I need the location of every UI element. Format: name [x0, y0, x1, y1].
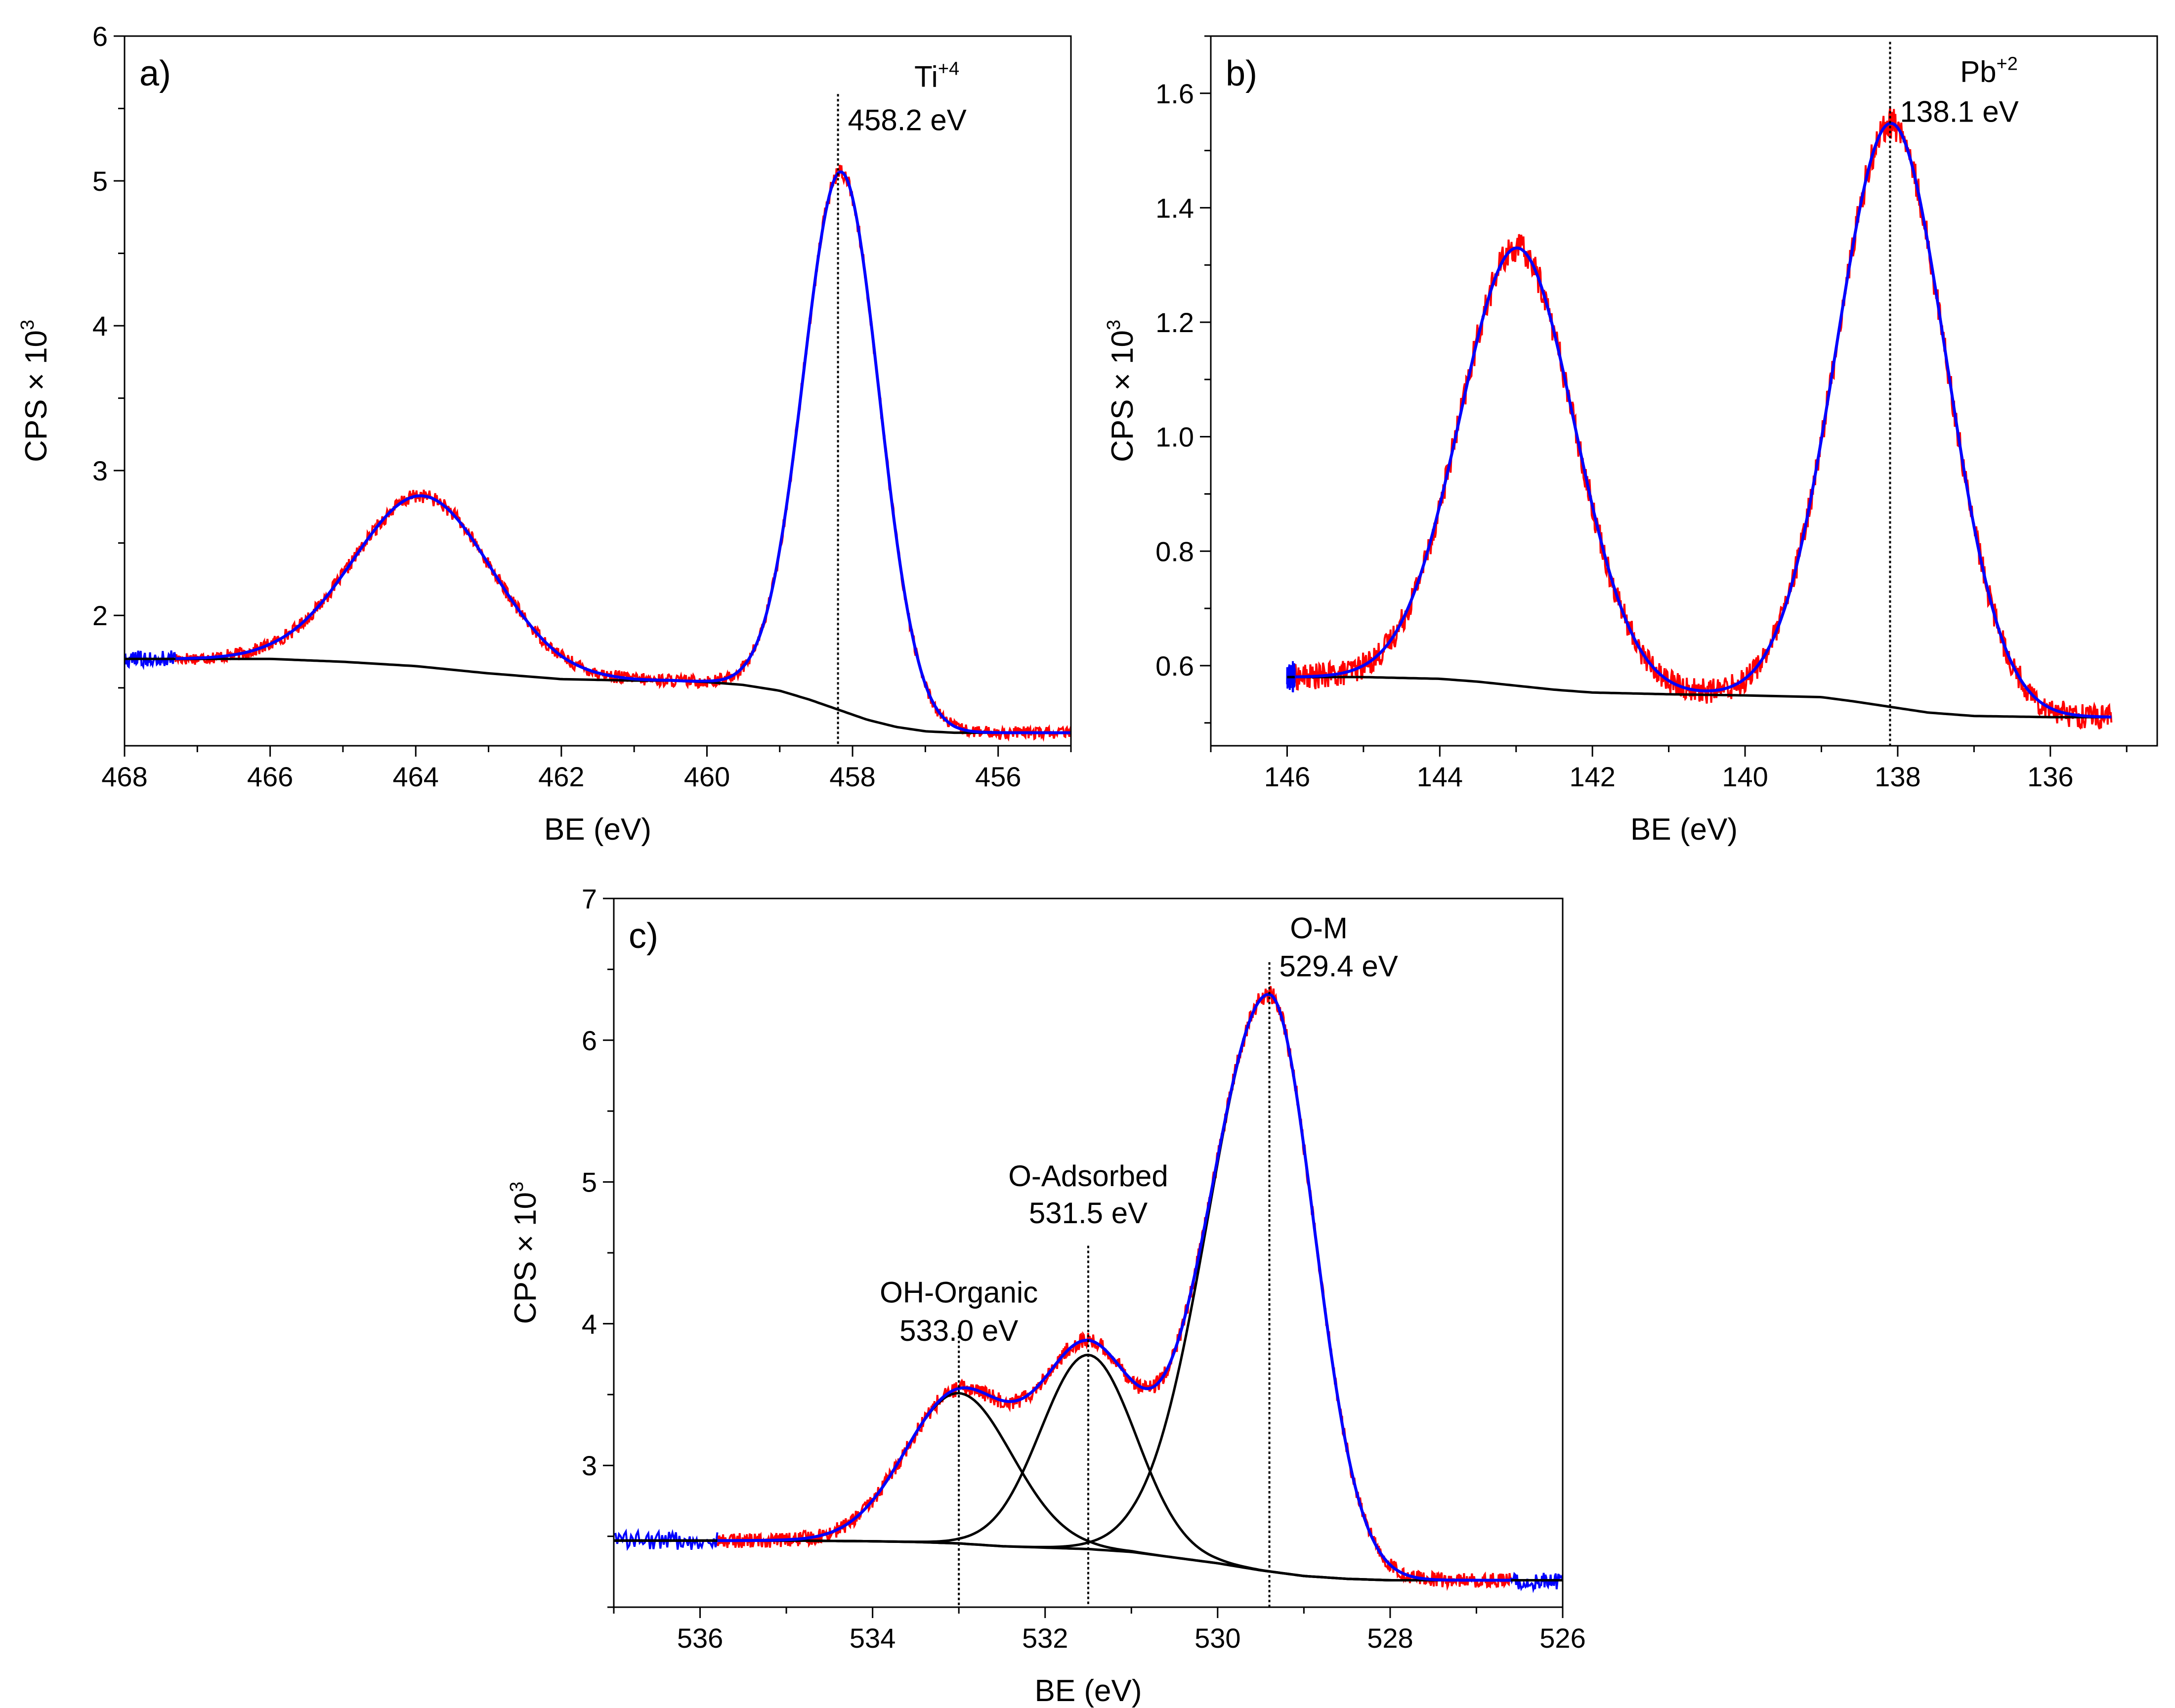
y-tick-label: 2 [92, 600, 108, 631]
shirley-background [125, 657, 1071, 734]
annotation-label-oh-organic: OH-Organic [880, 1276, 1038, 1309]
panel-label: a) [139, 54, 171, 93]
series-fit [717, 993, 1511, 1582]
y-tick-label: 6 [582, 1025, 597, 1056]
series-experimental [716, 985, 1512, 1591]
panel-c: 536 534 532 530 528 526 3 4 5 6 7 BE (eV) CPS × 103 c… [507, 883, 1586, 1708]
x-tick-label: 528 [1367, 1623, 1413, 1654]
y-tick-label: 6 [92, 21, 108, 52]
x-tick-label: 536 [677, 1623, 723, 1654]
x-tick-label: 460 [684, 761, 730, 792]
y-axis-title: CPS × 103 [17, 320, 53, 462]
x-axis-title: BE (eV) [544, 812, 651, 847]
y-tick-label: 7 [582, 883, 597, 914]
x-tick-label: 140 [1722, 761, 1768, 792]
x-tick-label: 468 [101, 761, 147, 792]
plot-frame [1210, 35, 2158, 747]
series-edge-noise-0 [1286, 661, 1296, 692]
x-tick-label: 144 [1417, 761, 1463, 792]
series-experimental [174, 165, 1071, 742]
x-tick-label: 146 [1264, 761, 1310, 792]
panel-label: c) [629, 916, 658, 956]
x-tick-label: 456 [975, 761, 1021, 792]
y-tick-label: 1.4 [1155, 192, 1194, 223]
y-tick-label: 0.6 [1155, 650, 1194, 682]
y-tick-label: 4 [92, 310, 108, 342]
x-tick-label: 142 [1569, 761, 1615, 792]
plot-frame [124, 35, 1072, 747]
y-axis-title: CPS × 103 [507, 1182, 543, 1324]
plot-area [125, 165, 1071, 742]
annotation-value-pb: 138.1 eV [1900, 95, 2018, 128]
x-tick-label: 534 [850, 1623, 896, 1654]
annotation-label-o-adsorbed: O-Adsorbed [1008, 1159, 1168, 1193]
x-tick-label: 530 [1194, 1623, 1240, 1654]
y-tick-label: 3 [582, 1450, 597, 1481]
y-axis-title: CPS × 103 [1104, 320, 1140, 462]
x-tick-label: 458 [829, 761, 875, 792]
plot-area [1286, 107, 2113, 730]
y-tick-label: 0.8 [1155, 536, 1194, 567]
shirley-background [1287, 676, 2112, 719]
x-tick-label: 464 [393, 761, 439, 792]
series-edge-noise-0 [614, 1528, 719, 1551]
x-tick-label: 136 [2027, 761, 2073, 792]
x-axis-title: BE (eV) [1034, 1674, 1142, 1708]
annotation-label-pb: Pb+2 [1960, 54, 2018, 88]
y-tick-label: 1.0 [1155, 422, 1194, 453]
x-tick-label: 532 [1022, 1623, 1068, 1654]
panel-b: 146 144 142 140 138 136 0.6 0.8 1.0 1.2 1.4 1.6 BE (… [1104, 35, 2158, 847]
series-fit [1294, 122, 2112, 719]
series-fit [175, 170, 1071, 734]
annotation-value-oh-organic: 533.0 eV [899, 1314, 1018, 1347]
x-tick-label: 526 [1539, 1623, 1585, 1654]
annotation-label-o-m: O-M [1290, 911, 1348, 944]
annotation-value-o-adsorbed: 531.5 eV [1029, 1196, 1148, 1230]
panel-label: b) [1226, 54, 1257, 93]
y-tick-label: 5 [582, 1167, 597, 1198]
annotation-value-o-m: 529.4 eV [1279, 950, 1398, 983]
y-tick-label: 1.2 [1155, 307, 1194, 338]
x-axis-title: BE (eV) [1630, 812, 1738, 847]
annotation-label-ti: Ti+4 [914, 59, 959, 93]
x-tick-label: 466 [247, 761, 293, 792]
x-tick-label: 462 [538, 761, 584, 792]
x-tick-label: 138 [1875, 761, 1920, 792]
y-tick-label: 1.6 [1155, 78, 1194, 109]
y-tick-label: 4 [582, 1308, 597, 1339]
series-edge-noise-0 [125, 650, 177, 671]
component-o-adsorbed [614, 1353, 1563, 1581]
series-experimental [1293, 107, 2113, 730]
y-tick-label: 3 [92, 455, 108, 486]
y-tick-label: 5 [92, 166, 108, 197]
annotation-value-ti: 458.2 eV [848, 103, 967, 136]
